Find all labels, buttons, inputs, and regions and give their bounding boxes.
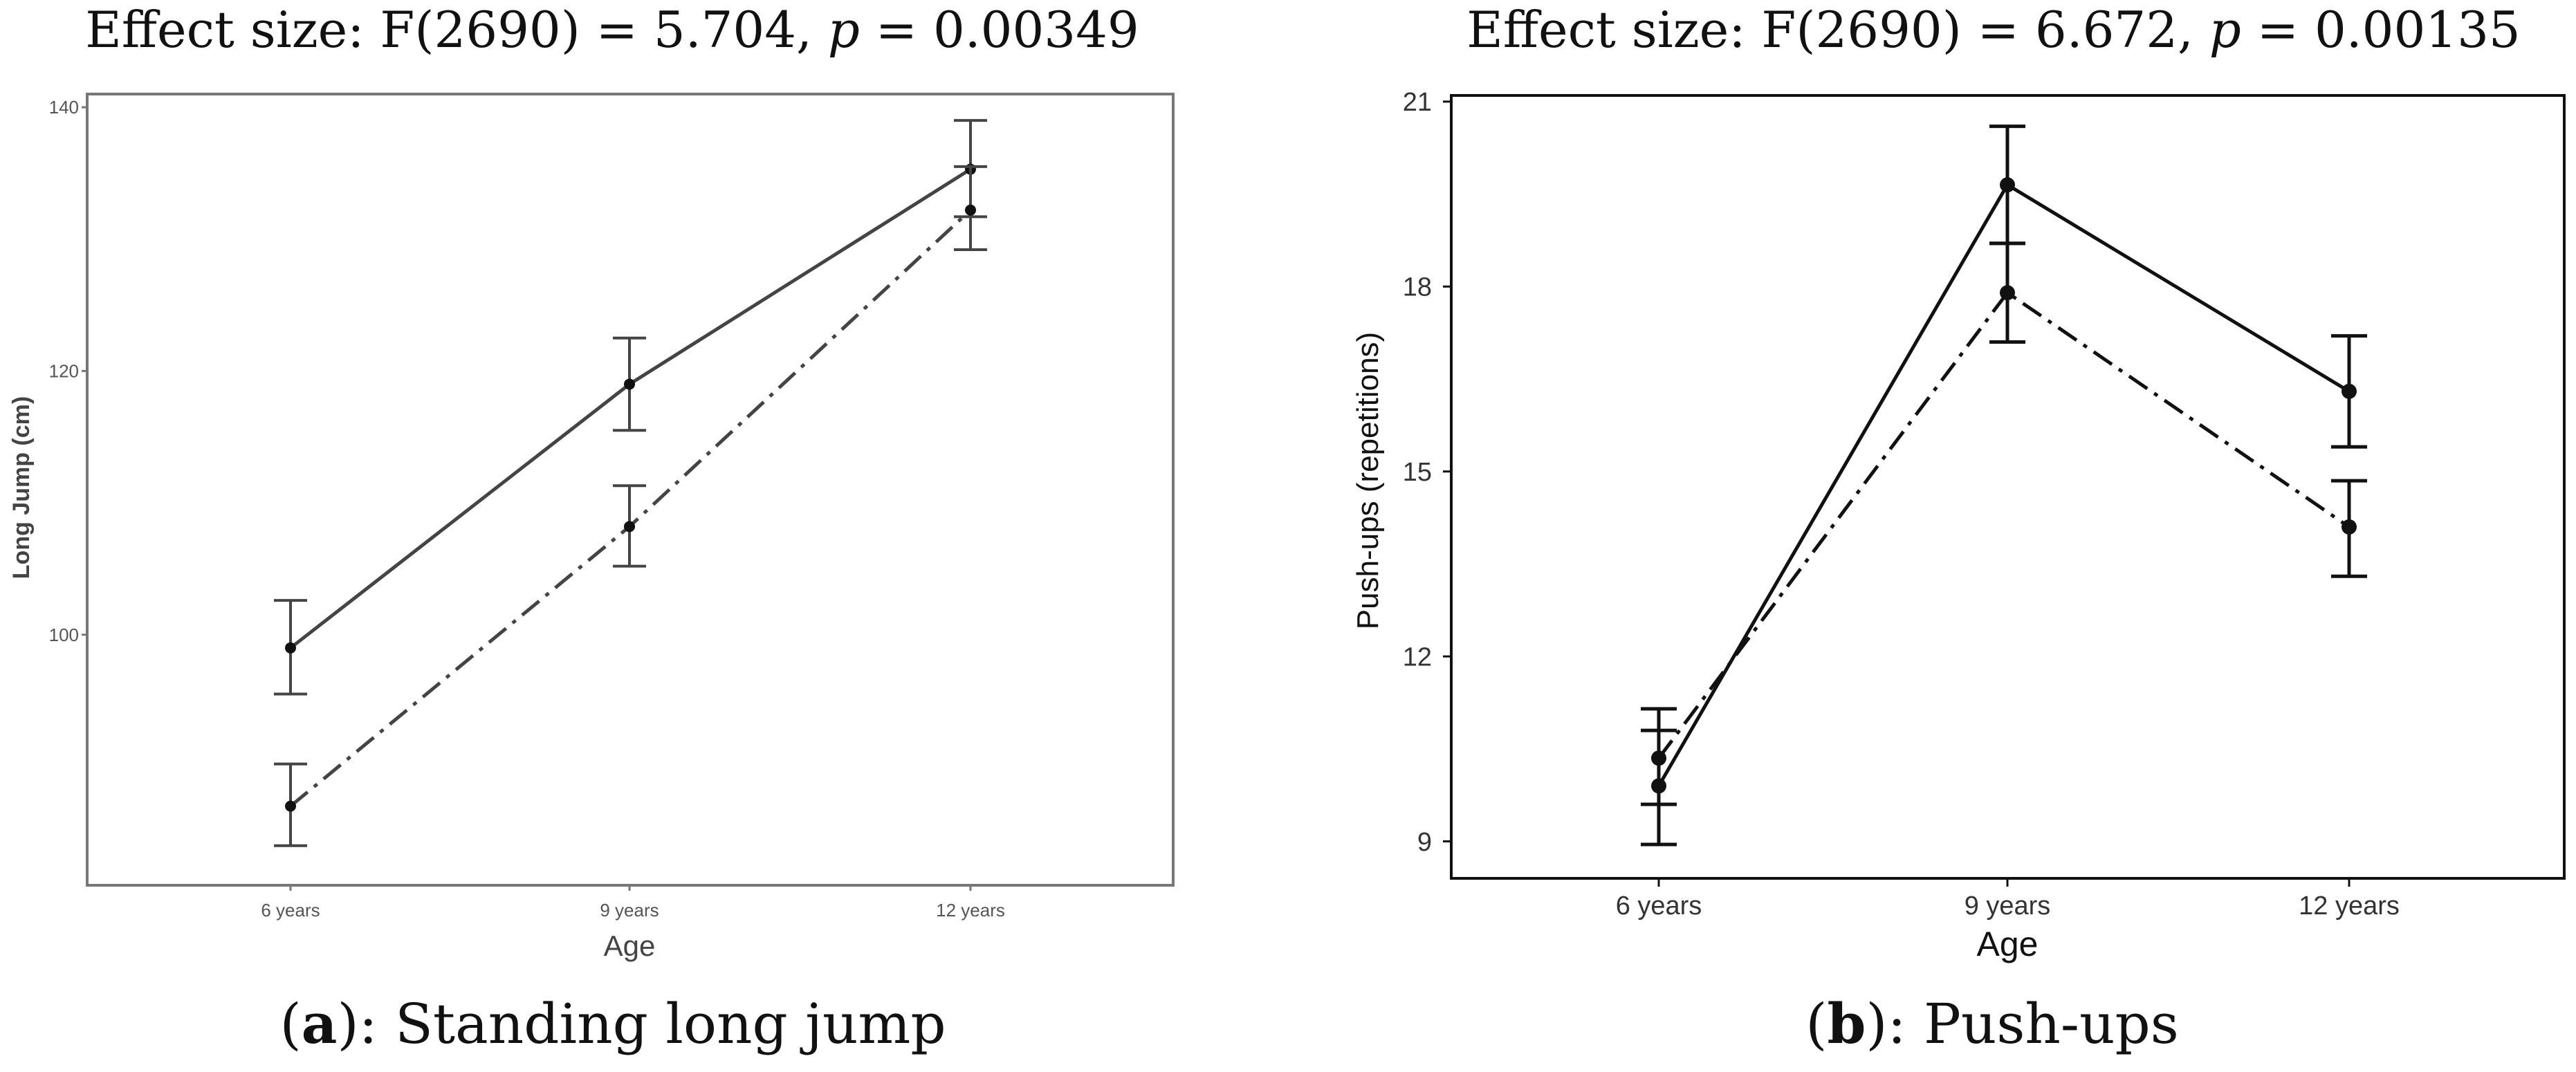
y-tick-label-b: 18 bbox=[1403, 273, 1432, 302]
x-axis-label-b: Age bbox=[1977, 925, 2039, 963]
caption-b: (b): Push-ups bbox=[1805, 991, 2179, 1056]
panel-b: Effect size: F(2690) = 6.672, p = 0.0013… bbox=[1351, 1, 2566, 1056]
data-point-group-1-b bbox=[2342, 383, 2357, 399]
x-tick-label-a: 6 years bbox=[261, 900, 320, 921]
data-point-group-2-a bbox=[965, 204, 976, 216]
data-point-group-2-a bbox=[285, 800, 296, 812]
x-tick-label-b: 12 years bbox=[2299, 891, 2400, 921]
series-line-group-1-b bbox=[1657, 183, 2350, 787]
x-tick-label-a: 9 years bbox=[600, 900, 659, 921]
panel-a: Effect size: F(2690) = 5.704, p = 0.0034… bbox=[8, 1, 1175, 1056]
x-tick-label-a: 12 years bbox=[936, 900, 1005, 921]
series-line-group-2-b bbox=[1657, 290, 2350, 759]
y-tick-label-b: 15 bbox=[1403, 458, 1432, 487]
data-point-group-2-b bbox=[2000, 285, 2015, 301]
y-tick-label-a: 140 bbox=[49, 97, 79, 118]
x-tick-label-b: 9 years bbox=[1965, 891, 2051, 921]
y-tick-label-b: 12 bbox=[1403, 643, 1432, 672]
y-tick-label-a: 100 bbox=[49, 625, 79, 645]
chart-title-a: Effect size: F(2690) = 5.704, p = 0.0034… bbox=[85, 1, 1139, 59]
data-point-group-1-a bbox=[624, 378, 635, 390]
data-point-group-2-b bbox=[1651, 750, 1666, 766]
y-tick-label-b: 9 bbox=[1417, 828, 1432, 857]
y-tick-label-b: 21 bbox=[1403, 88, 1432, 117]
data-point-group-2-a bbox=[624, 521, 635, 533]
y-axis-label-a: Long Jump (cm) bbox=[8, 396, 35, 579]
x-tick-label-b: 6 years bbox=[1616, 891, 1702, 921]
data-point-group-1-b bbox=[2000, 177, 2015, 193]
data-point-group-2-b bbox=[2342, 519, 2357, 535]
chart-title-b: Effect size: F(2690) = 6.672, p = 0.0013… bbox=[1466, 1, 2520, 59]
caption-a: (a): Standing long jump bbox=[279, 991, 946, 1056]
y-tick-label-a: 120 bbox=[49, 361, 79, 382]
data-point-group-1-a bbox=[285, 642, 296, 654]
x-axis-label-a: Age bbox=[604, 930, 656, 962]
y-axis-label-b: Push-ups (repetitions) bbox=[1351, 332, 1385, 629]
